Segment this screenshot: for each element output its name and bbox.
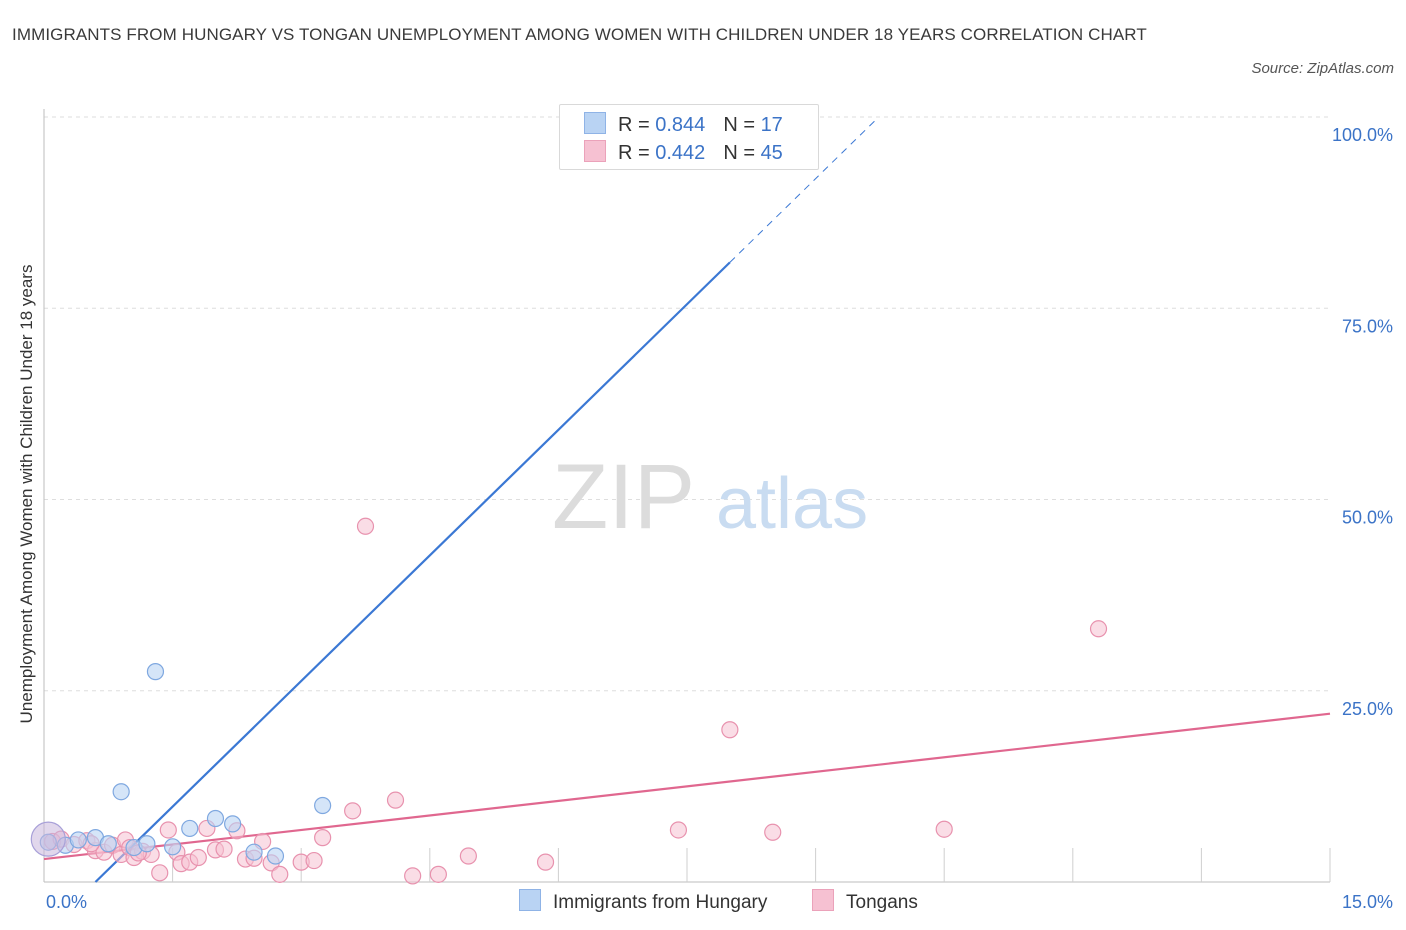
tongans-point <box>1089 620 1108 638</box>
legend-r-label: R = <box>618 142 656 164</box>
tongans-point <box>935 820 953 838</box>
tongans-point <box>314 829 332 847</box>
hungary-point <box>146 663 165 681</box>
hungary-point <box>314 796 332 815</box>
hungary-point <box>99 835 117 853</box>
tongans-point <box>189 848 207 867</box>
tongans-point <box>151 864 169 882</box>
tongans-point <box>356 517 375 535</box>
tick-labels: 25.0% 50.0% 75.0% 100.0% 0.0% 15.0% <box>46 125 1393 912</box>
legend-n-label: N = <box>723 142 761 164</box>
legend-swatch-pink <box>812 889 834 911</box>
trend-line-hungary-extension <box>729 119 876 263</box>
y-tick-label: 25.0% <box>1342 699 1393 719</box>
x-tick-label-min: 0.0% <box>46 892 87 912</box>
source-note: Source: ZipAtlas.com <box>1251 60 1394 77</box>
data-points <box>30 109 1108 885</box>
legend-n-label: N = <box>723 114 761 136</box>
tongans-point <box>404 867 422 885</box>
chart-title: IMMIGRANTS FROM HUNGARY VS TONGAN UNEMPL… <box>12 25 1147 44</box>
hungary-point <box>224 815 242 833</box>
legend-n-value: 17 <box>760 114 783 136</box>
gridlines <box>44 116 1330 692</box>
hungary-point <box>206 809 225 828</box>
legend-r-value: 0.442 <box>655 142 706 164</box>
tongans-point <box>344 802 362 820</box>
hungary-point <box>266 847 285 865</box>
legend-label-hungary: Immigrants from Hungary <box>553 892 768 913</box>
watermark: ZIP atlas <box>552 446 868 548</box>
legend-label-tongans: Tongans <box>846 892 918 913</box>
tongans-point <box>159 821 177 839</box>
stats-legend: R = 0.844 N = 17 R = 0.442 N = 45 <box>559 104 819 170</box>
y-tick-label: 100.0% <box>1332 125 1393 145</box>
tongans-point <box>721 721 739 739</box>
tongans-point <box>271 865 289 883</box>
legend-item-tongans: Tongans <box>812 889 918 914</box>
hungary-point <box>69 831 87 849</box>
tongans-point <box>459 847 477 865</box>
legend-r-value: 0.844 <box>655 114 706 136</box>
hungary-point <box>138 835 156 853</box>
hungary-point <box>112 783 130 801</box>
legend-n-value: 45 <box>760 142 783 164</box>
watermark-zip: ZIP <box>552 446 695 548</box>
watermark-atlas: atlas <box>716 464 868 544</box>
tongans-point <box>669 821 688 839</box>
y-tick-label: 75.0% <box>1342 316 1393 336</box>
hungary-point <box>164 838 182 856</box>
tongans-point <box>764 823 782 841</box>
hungary-point <box>245 843 263 861</box>
legend-row-tongans: R = 0.442 N = 45 <box>584 140 783 166</box>
y-tick-label: 50.0% <box>1342 508 1393 528</box>
legend-item-hungary: Immigrants from Hungary <box>519 889 767 914</box>
hungary-point <box>181 819 199 838</box>
tongans-point <box>305 851 323 870</box>
overlap-cluster-point <box>30 821 66 857</box>
tongans-point <box>429 865 447 883</box>
trend-line-hungary <box>94 261 731 883</box>
legend-swatch-pink <box>584 140 606 162</box>
legend-r-label: R = <box>618 114 656 136</box>
tongans-point <box>386 791 405 809</box>
legend-swatch-blue <box>519 889 541 911</box>
x-tick-label-max: 15.0% <box>1342 892 1393 912</box>
tongans-point <box>215 840 233 858</box>
legend-row-hungary: R = 0.844 N = 17 <box>584 112 783 138</box>
legend-swatch-blue <box>584 112 606 134</box>
tongans-point <box>536 853 555 871</box>
